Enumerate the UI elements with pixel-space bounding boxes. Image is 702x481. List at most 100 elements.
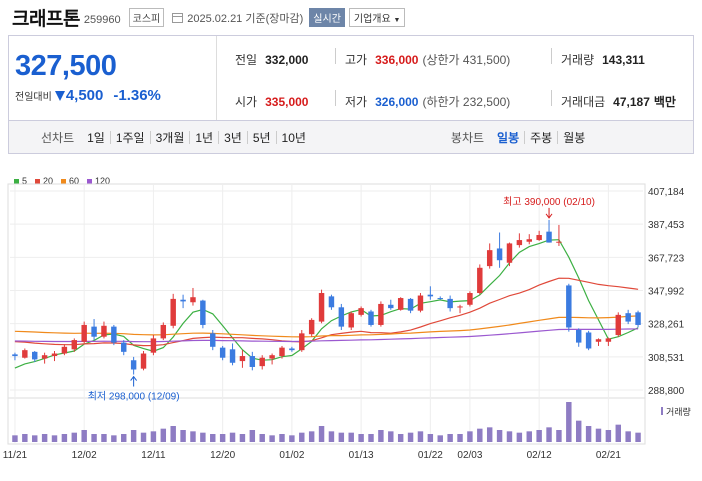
low-value: 326,000 [375, 95, 419, 109]
candle-body [486, 250, 493, 267]
volume-bar [71, 432, 78, 442]
change-label: 전일대비 [15, 92, 52, 103]
volume-bar [635, 432, 641, 442]
y-tick-label: 288,800 [648, 386, 685, 397]
tab-1d[interactable]: 1일 [87, 130, 105, 145]
volume-bar [526, 431, 532, 442]
volume-bar [41, 434, 48, 442]
max-arrow-head [545, 213, 553, 219]
candle-body [338, 307, 345, 327]
candle-body [130, 360, 137, 370]
candle-body [427, 294, 434, 297]
x-tick-label: 12/02 [72, 450, 97, 461]
ma-line-60 [14, 315, 639, 338]
y-tick-label: 308,531 [648, 353, 685, 364]
legend-ma60-label: 60 [69, 176, 80, 186]
volume-bar [447, 434, 453, 442]
tab-3m[interactable]: 3개월 [155, 130, 185, 145]
x-tick-label: 02/03 [457, 450, 482, 461]
current-price: 327,500 [15, 50, 117, 82]
volume-bar [229, 432, 236, 442]
candle-body [259, 357, 265, 367]
volume-bar [417, 431, 424, 442]
min-annotation: 최저 298,000 (12/09) [88, 391, 180, 403]
volume-bar [269, 435, 275, 442]
y-tick-label: 347,992 [648, 287, 685, 298]
tab-daily[interactable]: 일봉 [497, 130, 520, 145]
chart-legend: 5 20 60 120 [14, 176, 118, 186]
low-label: 저가 [345, 95, 368, 109]
candle-body [170, 298, 176, 326]
x-tick-label: 01/13 [349, 450, 374, 461]
volume-bar [338, 432, 345, 442]
legend-ma5-label: 5 [22, 176, 28, 186]
company-info-button[interactable]: 기업개요 ▼ [348, 8, 406, 27]
legend-ma120-label: 120 [95, 176, 111, 186]
realtime-button[interactable]: 실시간 [309, 8, 345, 27]
tab-weekly[interactable]: 주봉 [530, 130, 553, 145]
y-tick-label: 387,453 [648, 220, 685, 231]
ma-line-20 [14, 277, 639, 347]
candle-body [407, 298, 414, 311]
candle-body [467, 293, 473, 305]
candle-body [546, 231, 552, 243]
candle-body [556, 241, 562, 243]
volume-bar [328, 431, 335, 442]
candle-body [496, 248, 503, 261]
upper-limit: (상한가 431,500) [422, 53, 511, 67]
volume-bar [101, 434, 107, 442]
tab-10y[interactable]: 10년 [281, 130, 306, 145]
volume-bar [180, 430, 186, 442]
candle-body [190, 297, 196, 303]
ma-line-5 [14, 239, 639, 369]
candle-body [219, 347, 226, 358]
tab-monthly[interactable]: 월봉 [563, 130, 586, 145]
candle-body [51, 353, 58, 357]
volume-bar [605, 430, 612, 442]
volume-bar [32, 435, 38, 442]
volume-bar [61, 434, 68, 442]
candle-body [585, 332, 592, 349]
amount-stat: 거래대금 47,187 백만 [561, 93, 676, 110]
amount-unit: 백만 [653, 95, 676, 109]
candle-body [150, 338, 157, 353]
tab-1w[interactable]: 1주일 [115, 130, 145, 145]
volume-bar [51, 435, 58, 442]
volume-bar [467, 431, 473, 442]
prev-close: 전일 332,000 [235, 51, 308, 68]
candle-body [308, 319, 315, 335]
tab-3y[interactable]: 3년 [224, 130, 242, 145]
x-tick-label: 01/22 [418, 450, 443, 461]
x-tick-label: 01/02 [279, 450, 304, 461]
lower-limit: (하한가 232,500) [422, 95, 511, 109]
volume-frame [7, 397, 646, 445]
volume-bar [615, 424, 621, 442]
plot-frame [7, 183, 646, 399]
volume-bar [12, 435, 18, 442]
volume-bar [358, 434, 364, 442]
volume-bar [249, 430, 256, 442]
candle-body [566, 285, 572, 328]
volume-bar [625, 431, 631, 442]
candle-body [279, 347, 285, 357]
volume-stat: 거래량 143,311 [561, 51, 645, 68]
volume-bar [477, 428, 483, 442]
market-badge: 코스피 [128, 8, 165, 27]
volume-bar [546, 427, 552, 442]
candle-body [595, 339, 602, 342]
candle-body [388, 304, 394, 309]
high-label: 고가 [345, 53, 368, 67]
candle-body [615, 314, 621, 336]
volume-bar [368, 434, 374, 442]
legend-ma20: 20 [35, 176, 53, 186]
candle-body [457, 306, 463, 308]
tab-5y[interactable]: 5년 [252, 130, 271, 145]
volume-bar [200, 432, 206, 442]
candle-body [536, 235, 542, 241]
prev-close-value: 332,000 [265, 53, 309, 67]
tab-1y[interactable]: 1년 [195, 130, 214, 145]
candle-body [121, 342, 127, 352]
candle-body [200, 300, 206, 325]
volume-bar [378, 430, 384, 442]
volume-bar [585, 426, 592, 442]
